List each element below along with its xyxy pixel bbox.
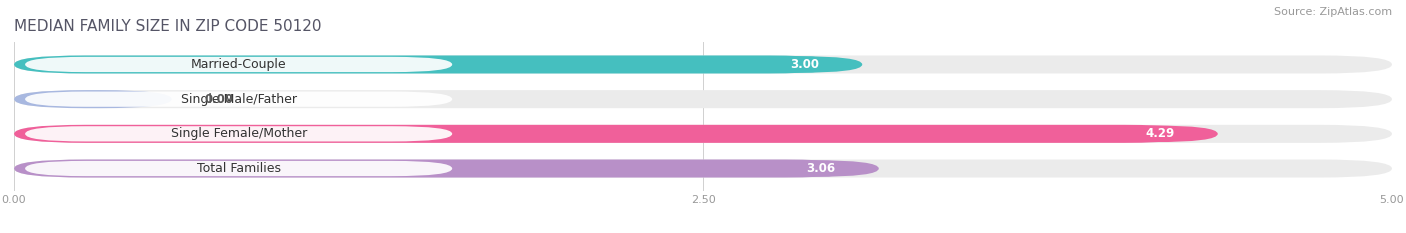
FancyBboxPatch shape — [25, 126, 453, 141]
Text: Single Female/Mother: Single Female/Mother — [170, 127, 307, 140]
FancyBboxPatch shape — [25, 57, 453, 72]
FancyBboxPatch shape — [14, 160, 1392, 178]
FancyBboxPatch shape — [14, 90, 172, 108]
FancyBboxPatch shape — [14, 125, 1392, 143]
FancyBboxPatch shape — [14, 55, 841, 73]
Text: 3.06: 3.06 — [807, 162, 835, 175]
FancyBboxPatch shape — [14, 90, 1392, 108]
Text: Married-Couple: Married-Couple — [191, 58, 287, 71]
Text: 3.00: 3.00 — [790, 58, 818, 71]
FancyBboxPatch shape — [747, 56, 862, 73]
Text: Single Male/Father: Single Male/Father — [180, 93, 297, 106]
FancyBboxPatch shape — [14, 125, 1197, 143]
FancyBboxPatch shape — [14, 160, 858, 178]
Text: MEDIAN FAMILY SIZE IN ZIP CODE 50120: MEDIAN FAMILY SIZE IN ZIP CODE 50120 — [14, 19, 322, 34]
FancyBboxPatch shape — [763, 160, 879, 177]
FancyBboxPatch shape — [25, 161, 453, 176]
Text: Total Families: Total Families — [197, 162, 281, 175]
Text: 4.29: 4.29 — [1146, 127, 1174, 140]
FancyBboxPatch shape — [1102, 126, 1218, 142]
FancyBboxPatch shape — [14, 55, 1392, 73]
Text: Source: ZipAtlas.com: Source: ZipAtlas.com — [1274, 7, 1392, 17]
Text: 0.00: 0.00 — [205, 93, 233, 106]
FancyBboxPatch shape — [25, 92, 453, 107]
